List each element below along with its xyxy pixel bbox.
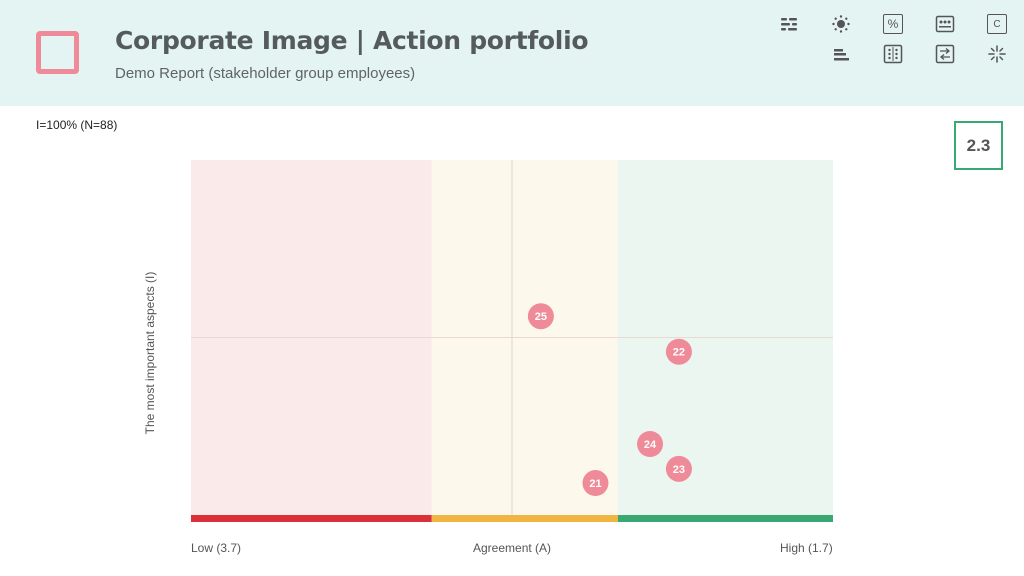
- data-point-label: 22: [673, 347, 685, 359]
- data-point-label: 24: [644, 439, 657, 451]
- sample-info: I=100% (N=88): [36, 118, 118, 132]
- swap-arrows-icon[interactable]: [935, 44, 955, 64]
- data-point: [637, 431, 664, 457]
- c-box-icon[interactable]: C: [987, 14, 1007, 34]
- page-title: Corporate Image | Action portfolio: [115, 26, 589, 55]
- logo-icon: [36, 31, 79, 74]
- page-subtitle: Demo Report (stakeholder group employees…: [115, 65, 416, 82]
- data-point-label: 23: [673, 464, 685, 476]
- data-point: [582, 470, 609, 497]
- y-axis-label: The most important aspects (I): [143, 271, 157, 435]
- data-point: [665, 455, 692, 482]
- dots-panel-icon[interactable]: [935, 14, 955, 34]
- x-axis-low-label: Low (3.7): [191, 541, 242, 555]
- zone-low-bar: [191, 515, 432, 522]
- percent-symbol: %: [887, 17, 899, 31]
- percent-icon[interactable]: %: [883, 14, 903, 34]
- header-bar: Corporate Image | Action portfolio Demo …: [0, 0, 1024, 106]
- data-point-label: 21: [589, 478, 601, 490]
- data-point-label: 25: [535, 311, 547, 323]
- sparkle-icon[interactable]: [987, 44, 1007, 64]
- filter-icon[interactable]: [779, 14, 799, 34]
- bar-align-icon[interactable]: [831, 44, 851, 64]
- x-axis-high-label: High (1.7): [780, 541, 833, 555]
- brightness-icon[interactable]: [831, 14, 851, 34]
- zone-medium-bar: [431, 515, 618, 522]
- data-point: [665, 338, 692, 365]
- c-symbol: C: [993, 18, 1001, 30]
- grid-dots-icon[interactable]: [883, 44, 903, 64]
- score-badge: 2.3: [954, 121, 1003, 170]
- x-axis-label: Agreement (A): [473, 541, 552, 555]
- score-value: 2.3: [966, 135, 991, 155]
- data-point: [527, 303, 554, 330]
- zone-high-bar: [617, 515, 833, 522]
